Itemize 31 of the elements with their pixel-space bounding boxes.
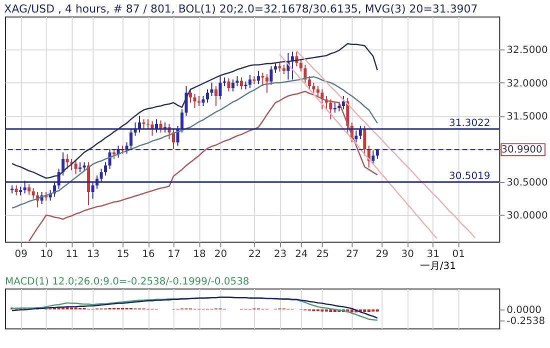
x-tick-label: 24 [295,249,308,260]
x-tick-label: 18 [193,249,206,260]
y-tick-label: 32.5000 [506,45,548,56]
x-tick-label: 17 [168,249,180,260]
x-tick-label: 27 [346,249,359,260]
x-tick-label: 25 [316,249,330,260]
ref-line-label: 30.5019 [449,171,490,182]
y-tick-label: -0.2538 [506,316,546,327]
y-tick-label: 31.5000 [506,111,548,122]
y-tick-label: 0.0000 [506,304,542,316]
x-tick-label: 16 [142,249,155,260]
x-tick-label: 29 [376,249,388,260]
x-tick-label: 15 [116,249,130,260]
y-tick-label: 30.5000 [506,178,548,189]
chart-title: MACD(1) 12.0;26.0;9.0=-0.2538/-0.1999/-0.0538 [4,276,250,288]
x-tick-label: 22 [248,249,262,260]
x-tick-label: 30 [401,249,414,260]
x-tick-label: 20 [214,249,228,260]
x-tick-label: 10 [40,249,53,260]
x-tick-label: 31 [426,249,440,260]
x-axis-title: 一月/31 [420,261,456,272]
x-tick-label: 11 [66,249,78,260]
ref-line-label: 30.9900 [501,144,542,156]
y-tick-label: 32.0000 [506,78,548,90]
y-tick-label: 30.0000 [506,210,548,222]
x-tick-label: 09 [14,249,28,260]
x-tick-label: 13 [86,249,100,260]
chart-title: XAG/USD , 4 hours, # 87 / 801, BOL(1) 20;2.0=32.1678/30.6135, MVG(3) 20=31.3907 [4,2,478,16]
ref-line-label: 31.3022 [449,118,490,129]
x-tick-label: 23 [274,249,287,260]
x-tick-label: 01 [452,249,465,260]
